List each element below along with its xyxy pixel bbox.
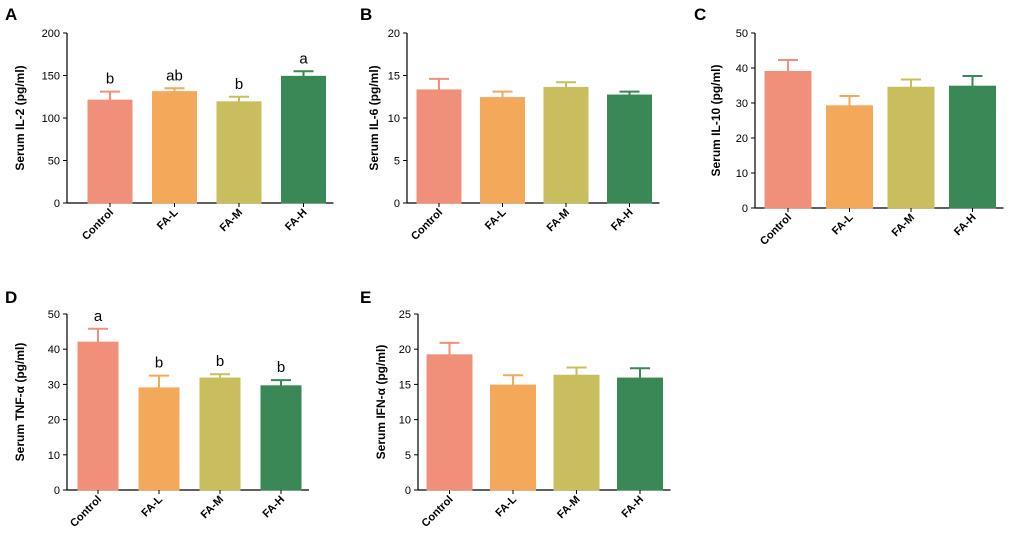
y-tick-label-a: 200 — [42, 28, 60, 40]
y-axis-title-b: Serum IL-6 (pg/ml) — [367, 65, 381, 170]
y-tick-label-c: 10 — [736, 168, 748, 180]
y-axis-title-c: Serum IL-10 (pg/ml) — [709, 64, 723, 176]
x-tick-label-a-fa-l: FA-L — [155, 206, 181, 232]
y-tick-label-a: 50 — [48, 156, 60, 168]
y-tick-label-d: 0 — [54, 485, 60, 497]
panel-letter-e: E — [360, 288, 371, 307]
significance-label-a-fa-m: b — [235, 76, 243, 93]
y-tick-label-d: 20 — [48, 415, 60, 427]
bar-b-fa-l — [480, 97, 525, 204]
significance-label-a-control: b — [106, 71, 114, 88]
panel-e: E Serum IFN-α (pg/ml) 0 5 10 15 20 25 Control FA-… — [360, 288, 671, 530]
x-tick-label-e-control: Control — [419, 494, 455, 530]
bar-c-fa-m — [887, 86, 935, 209]
y-tick-label-a: 150 — [42, 71, 60, 83]
bar-b-fa-h — [607, 94, 652, 204]
x-tick-label-b-control: Control — [409, 207, 445, 243]
y-tick-label-d: 50 — [48, 309, 60, 321]
bar-a-fa-l — [152, 91, 197, 204]
x-tick-label-d-fa-h: FA-H — [260, 494, 287, 521]
panel-letter-d: D — [5, 288, 17, 307]
y-tick-label-c: 30 — [736, 98, 748, 110]
y-tick-label-b: 15 — [388, 71, 400, 83]
bar-c-fa-l — [826, 105, 873, 209]
y-axis-title-a: Serum IL-2 (pg/ml) — [13, 65, 27, 170]
y-tick-label-d: 30 — [48, 379, 60, 391]
panel-letter-b: B — [360, 5, 372, 24]
bar-e-fa-l — [490, 384, 536, 491]
bar-a-fa-m — [216, 101, 262, 204]
panel-letter-a: A — [5, 5, 17, 24]
y-tick-label-d: 40 — [48, 344, 60, 356]
x-tick-label-c-fa-l: FA-L — [830, 211, 856, 237]
significance-label-a-fa-h: a — [299, 50, 308, 67]
y-tick-label-c: 50 — [736, 28, 748, 40]
y-tick-label-b: 5 — [394, 156, 400, 168]
y-axis-title-d: Serum TNF-α (pg/ml) — [13, 343, 27, 462]
y-tick-label-e: 10 — [399, 415, 411, 427]
bar-b-control — [416, 89, 462, 204]
x-tick-label-e-fa-l: FA-L — [493, 493, 519, 519]
y-tick-label-b: 0 — [394, 198, 400, 210]
y-tick-label-d: 10 — [48, 450, 60, 462]
bar-e-fa-m — [553, 374, 600, 491]
y-tick-label-e: 5 — [405, 450, 411, 462]
significance-label-d-fa-m: b — [216, 353, 224, 370]
y-tick-label-b: 20 — [388, 28, 400, 40]
x-tick-label-e-fa-m: FA-M — [555, 494, 582, 521]
bar-a-fa-h — [281, 75, 326, 204]
x-tick-label-a-fa-m: FA-M — [218, 207, 245, 234]
x-tick-label-c-fa-h: FA-H — [952, 212, 979, 239]
y-tick-label-e: 20 — [399, 344, 411, 356]
bar-e-control — [426, 354, 473, 491]
panel-b: B Serum IL-6 (pg/ml) 0 5 10 15 20 Control FA-L FA… — [360, 5, 660, 243]
x-tick-label-e-fa-h: FA-H — [619, 494, 646, 521]
y-tick-label-a: 100 — [42, 113, 60, 125]
x-tick-label-a-fa-h: FA-H — [283, 207, 310, 234]
x-tick-label-c-control: Control — [758, 212, 794, 248]
x-tick-label-d-fa-m: FA-M — [199, 494, 226, 521]
significance-label-a-fa-l: ab — [166, 67, 183, 84]
x-tick-label-b-fa-l: FA-L — [483, 206, 509, 232]
bar-d-control — [77, 341, 119, 491]
x-tick-label-d-control: Control — [68, 494, 104, 530]
x-tick-label-a-control: Control — [80, 207, 116, 243]
bar-b-fa-m — [543, 86, 589, 204]
bar-c-fa-h — [949, 85, 996, 209]
bar-a-control — [87, 99, 133, 204]
y-tick-label-c: 40 — [736, 63, 748, 75]
y-tick-label-c: 20 — [736, 133, 748, 145]
y-tick-label-e: 15 — [399, 379, 411, 391]
y-tick-label-a: 0 — [54, 198, 60, 210]
panel-a: A Serum IL-2 (pg/ml) 0 50 100 150 200 b Control a… — [5, 5, 334, 243]
y-tick-label-b: 10 — [388, 113, 400, 125]
significance-label-d-control: a — [94, 308, 103, 325]
x-tick-label-b-fa-h: FA-H — [609, 207, 636, 234]
y-tick-label-c: 0 — [742, 203, 748, 215]
y-tick-label-e: 25 — [399, 309, 411, 321]
significance-label-d-fa-l: b — [155, 355, 163, 372]
bar-e-fa-h — [617, 377, 663, 491]
panel-letter-c: C — [694, 5, 706, 24]
y-axis-title-e: Serum IFN-α (pg/ml) — [374, 345, 388, 460]
x-tick-label-d-fa-l: FA-L — [139, 493, 165, 519]
bar-c-control — [764, 71, 812, 209]
bar-d-fa-m — [199, 377, 241, 491]
bar-d-fa-l — [138, 387, 180, 491]
panel-c: C Serum IL-10 (pg/ml) 0 10 20 30 40 50 Control FA… — [694, 5, 1004, 248]
panel-d: D Serum TNF-α (pg/ml) 0 10 20 30 40 50 a Control b… — [5, 288, 309, 530]
y-tick-label-e: 0 — [405, 485, 411, 497]
x-tick-label-b-fa-m: FA-M — [545, 207, 572, 234]
significance-label-d-fa-h: b — [277, 359, 285, 376]
x-tick-label-c-fa-m: FA-M — [890, 212, 917, 239]
bar-d-fa-h — [260, 385, 302, 491]
